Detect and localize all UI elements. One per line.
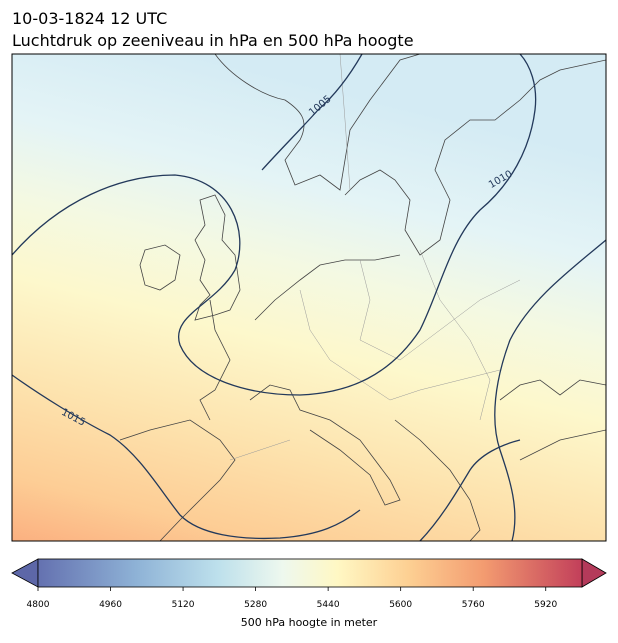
colorbar-tick-label: 5760	[462, 600, 485, 610]
borders	[229, 54, 521, 461]
isobars	[12, 54, 606, 541]
colorbar-tick-label: 5120	[172, 600, 195, 610]
colorbar-tick-label: 5440	[317, 600, 340, 610]
colorbar-bar	[37, 558, 583, 588]
title: 10-03-1824 12 UTC	[12, 9, 167, 28]
isobar-line	[419, 439, 521, 541]
colorbar-extend-max	[581, 558, 607, 588]
colorbar-label: 500 hPa hoogte in meter	[241, 616, 378, 629]
isobar-line	[12, 54, 537, 396]
isobar-line	[261, 54, 363, 171]
isobar-line	[12, 374, 361, 540]
colorbar-tick-label: 5600	[389, 600, 412, 610]
subtitle: Luchtdruk op zeeniveau in hPa en 500 hPa…	[12, 31, 414, 50]
colorbar-tick-label: 4800	[27, 600, 50, 610]
isobar-line	[494, 239, 606, 541]
map-background	[12, 54, 606, 541]
coastlines	[119, 54, 606, 541]
colorbar-tick-label: 5280	[244, 600, 267, 610]
colorbar-tick-label: 4960	[99, 600, 122, 610]
colorbar-tick-label: 5920	[534, 600, 557, 610]
map-frame	[11, 53, 607, 542]
colorbar-extend-min	[11, 558, 39, 588]
colorbar: 500 hPa hoogte in meter 4800 4960 5120 5280…	[11, 558, 607, 629]
map: 1005 1010 1015	[12, 54, 606, 541]
